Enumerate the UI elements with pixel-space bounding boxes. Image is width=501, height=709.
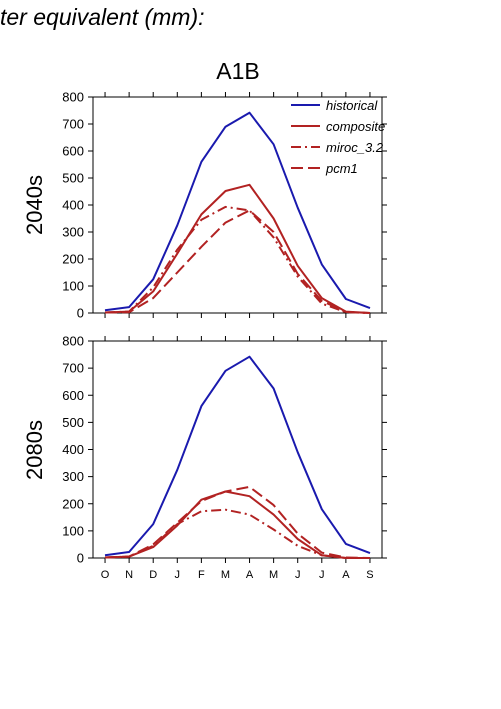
series-line-pcm1 bbox=[104, 485, 371, 559]
y-tick-label: 400 bbox=[62, 442, 84, 457]
y-tick-label: 600 bbox=[62, 388, 84, 403]
y-tick-label: 300 bbox=[62, 225, 84, 240]
x-tick-label: J bbox=[175, 569, 181, 581]
legend-label: miroc_3.2 bbox=[326, 140, 384, 155]
x-tick-label: D bbox=[149, 569, 157, 581]
chart-title: A1B bbox=[216, 58, 260, 84]
y-tick-label: 800 bbox=[62, 334, 84, 349]
y-tick-label: 200 bbox=[62, 496, 84, 511]
y-axis-label: 2080s bbox=[22, 420, 47, 480]
x-tick-label: A bbox=[246, 569, 254, 581]
y-tick-label: 700 bbox=[62, 361, 84, 376]
chart-panel-1: 0 100 200 300 400 500 600 700 800 2040s historical… bbox=[22, 90, 387, 321]
y-tick-label: 600 bbox=[62, 144, 84, 159]
x-tick-label: M bbox=[221, 569, 230, 581]
y-tick-label: 700 bbox=[62, 117, 84, 132]
x-tick-label: J bbox=[319, 569, 325, 581]
y-tick-label: 500 bbox=[62, 171, 84, 186]
series-line-miroc-3-2 bbox=[104, 205, 371, 314]
x-tick-label: O bbox=[101, 569, 110, 581]
series-line-composite bbox=[104, 183, 371, 314]
y-tick-label: 300 bbox=[62, 469, 84, 484]
y-tick-label: 400 bbox=[62, 198, 84, 213]
x-tick-label: A bbox=[342, 569, 350, 581]
x-tick-label: F bbox=[198, 569, 205, 581]
x-tick-label: M bbox=[269, 569, 278, 581]
y-tick-label: 0 bbox=[77, 551, 84, 566]
legend-label: pcm1 bbox=[325, 161, 358, 176]
chart-panel-2: 0 100 200 300 400 500 600 700 800 O N D J F M A M J J A S 208… bbox=[22, 334, 387, 581]
y-axis-label: 2040s bbox=[22, 175, 47, 235]
plot-frame bbox=[92, 340, 383, 559]
x-tick-label: N bbox=[125, 569, 133, 581]
y-tick-label: 800 bbox=[62, 90, 84, 105]
x-tick-label: J bbox=[295, 569, 301, 581]
y-tick-label: 200 bbox=[62, 252, 84, 267]
series-line-historical bbox=[104, 355, 371, 557]
series-line-miroc-3-2 bbox=[104, 508, 370, 559]
legend-label: historical bbox=[326, 98, 378, 113]
chart-legend: historical composite miroc_3.2 pcm1 bbox=[291, 98, 385, 176]
y-tick-label: 100 bbox=[62, 523, 84, 538]
y-tick-label: 100 bbox=[62, 279, 84, 294]
x-tick-label: S bbox=[366, 569, 373, 581]
series-line-pcm1 bbox=[104, 209, 371, 314]
y-tick-label: 500 bbox=[62, 415, 84, 430]
legend-label: composite bbox=[326, 119, 385, 134]
page-title: ter equivalent (mm): bbox=[0, 4, 205, 30]
y-tick-label: 0 bbox=[77, 306, 84, 321]
series-line-historical bbox=[104, 111, 371, 312]
